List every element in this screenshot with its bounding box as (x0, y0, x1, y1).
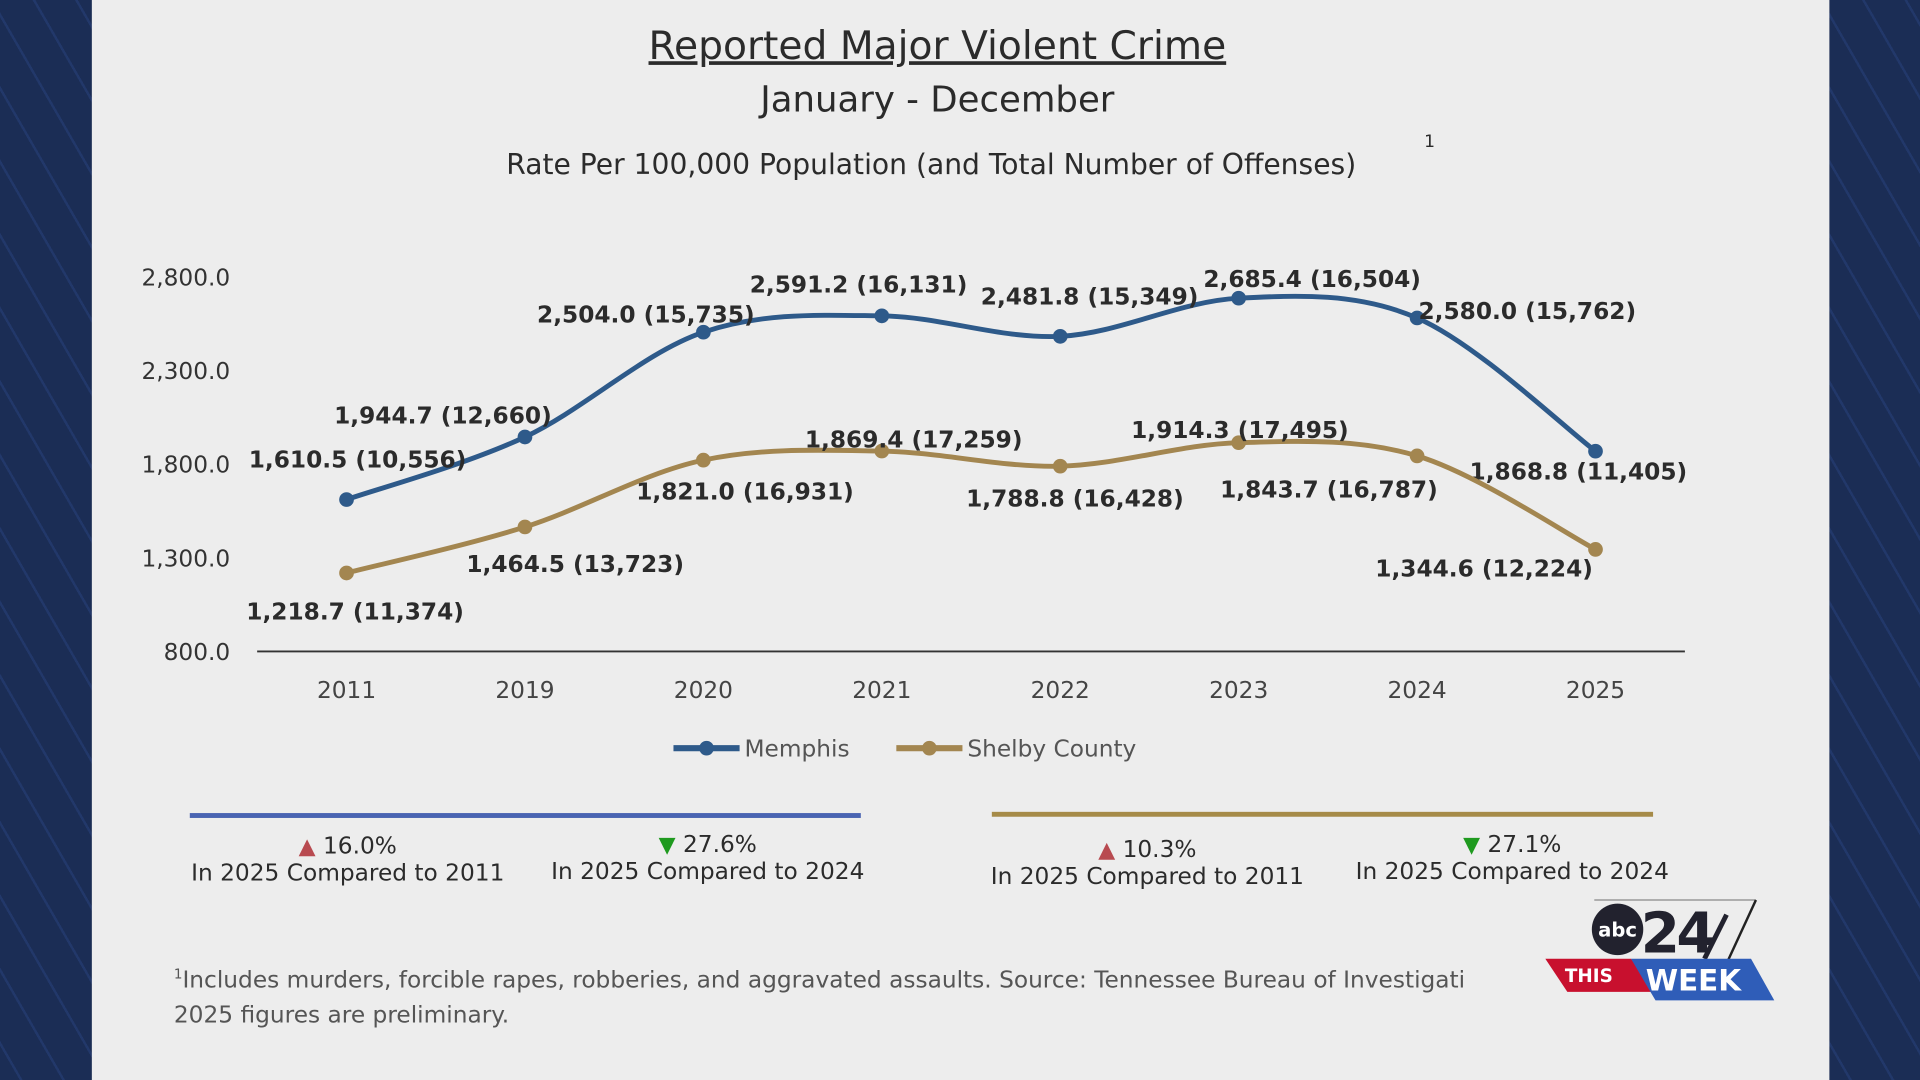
data-label: 1,464.5 (13,723) (466, 551, 684, 578)
stat-item: ▲ 10.3% In 2025 Compared to 2011 (964, 836, 1331, 890)
memphis-stat-bar (189, 813, 861, 818)
data-label: 2,591.2 (16,131) (750, 272, 968, 299)
data-point (874, 443, 890, 459)
stat-percent-value: 27.6% (682, 831, 757, 859)
x-tick-label: 2024 (1387, 677, 1446, 704)
series-line-shelby-county (345, 438, 1597, 576)
legend-label: Shelby County (967, 736, 1136, 763)
data-label: 1,821.0 (16,931) (636, 478, 854, 505)
data-label: 1,788.8 (16,428) (966, 486, 1184, 513)
x-tick-label: 2023 (1209, 677, 1268, 704)
data-label: 1,914.3 (17,495) (1131, 417, 1349, 444)
stat-description: In 2025 Compared to 2024 (551, 858, 865, 886)
data-point (517, 429, 533, 445)
footnote-line2: 2025 figures are preliminary. (173, 1002, 510, 1029)
stat-percent-value: 16.0% (322, 832, 397, 860)
right-background (1829, 0, 1920, 1080)
data-point (1052, 329, 1068, 344)
y-tick-label: 800.0 (164, 639, 231, 666)
x-tick-label: 2025 (1566, 677, 1625, 704)
left-background (0, 0, 92, 1080)
stat-percent: ▲ 10.3% (964, 836, 1331, 863)
data-point (517, 519, 533, 535)
stat-percent-value: 10.3% (1122, 836, 1197, 864)
data-label: 1,218.7 (11,374) (246, 599, 464, 626)
data-label: 2,580.0 (15,762) (1418, 298, 1636, 325)
svg-text:WEEK: WEEK (1646, 964, 1743, 998)
svg-text:24: 24 (1641, 902, 1714, 967)
y-tick-label: 2,800.0 (141, 264, 230, 291)
legend-label: Memphis (744, 736, 849, 763)
stat-percent-value: 27.1% (1487, 831, 1562, 859)
data-label: 2,504.0 (15,735) (537, 301, 755, 328)
data-point (874, 308, 890, 324)
stat-percent: ▼ 27.1% (1329, 831, 1696, 858)
x-tick-label: 2022 (1031, 677, 1090, 704)
data-point (1409, 448, 1425, 464)
data-point (696, 324, 711, 340)
data-point (1588, 542, 1603, 557)
stat-description: In 2025 Compared to 2011 (191, 859, 505, 887)
footnote: 1Includes murders, forcible rapes, robbe… (174, 956, 1594, 1034)
footnote-marker: 1 (1424, 132, 1436, 152)
triangle-down-icon: ▼ (1463, 832, 1481, 859)
chart-title: Reported Major Violent Crime (648, 22, 1227, 69)
x-tick-label: 2020 (674, 677, 733, 704)
footnote-sup: 1 (173, 966, 183, 983)
data-label: 1,868.8 (11,405) (1470, 458, 1688, 485)
data-point (1409, 310, 1425, 326)
data-label: 2,685.4 (16,504) (1203, 266, 1421, 293)
data-point (696, 452, 711, 468)
data-label: 1,869.4 (17,259) (805, 426, 1023, 453)
x-tick-label: 2019 (495, 677, 554, 704)
footnote-line1: Includes murders, forcible rapes, robber… (182, 966, 1466, 994)
triangle-up-icon: ▲ (1098, 837, 1116, 864)
x-tick-label: 2011 (317, 677, 376, 704)
stat-percent: ▼ 27.6% (524, 831, 891, 858)
y-tick-label: 1,800.0 (141, 452, 230, 479)
data-label: 1,944.7 (12,660) (334, 403, 552, 430)
data-label: 1,344.6 (12,224) (1375, 555, 1593, 582)
legend-marker (922, 740, 937, 756)
svg-text:THIS: THIS (1565, 966, 1613, 987)
data-point (1231, 435, 1247, 451)
data-point (1052, 458, 1068, 474)
x-tick-label: 2021 (852, 677, 911, 704)
stat-item: ▲ 16.0% In 2025 Compared to 2011 (164, 833, 531, 887)
chart-subtitle: January - December (760, 78, 1115, 121)
y-tick-label: 2,300.0 (141, 358, 230, 385)
slide-panel (91, 0, 1830, 1080)
svg-text:abc: abc (1598, 919, 1637, 942)
data-label: 1,610.5 (10,556) (249, 447, 467, 474)
stat-item: ▼ 27.6% In 2025 Compared to 2024 (524, 831, 891, 885)
chart-rate-label: Rate Per 100,000 Population (and Total N… (506, 149, 1357, 182)
data-point (1588, 443, 1603, 459)
stat-percent: ▲ 16.0% (164, 833, 531, 860)
data-point (339, 565, 354, 581)
stat-item: ▼ 27.1% In 2025 Compared to 2024 (1329, 831, 1696, 885)
data-point (339, 492, 354, 507)
data-label: 1,843.7 (16,787) (1220, 477, 1438, 504)
triangle-up-icon: ▲ (298, 833, 316, 860)
abc24-this-week-logo: abc 24 THIS WEEK (1545, 899, 1775, 1001)
legend-marker (699, 740, 714, 756)
data-label: 2,481.8 (15,349) (981, 284, 1199, 311)
stat-description: In 2025 Compared to 2024 (1355, 858, 1669, 886)
triangle-down-icon: ▼ (658, 832, 676, 859)
series-line-memphis (345, 293, 1597, 502)
shelby-stat-bar (991, 811, 1654, 817)
stat-description: In 2025 Compared to 2011 (990, 863, 1304, 891)
y-tick-label: 1,300.0 (141, 545, 230, 572)
data-point (1231, 290, 1247, 306)
